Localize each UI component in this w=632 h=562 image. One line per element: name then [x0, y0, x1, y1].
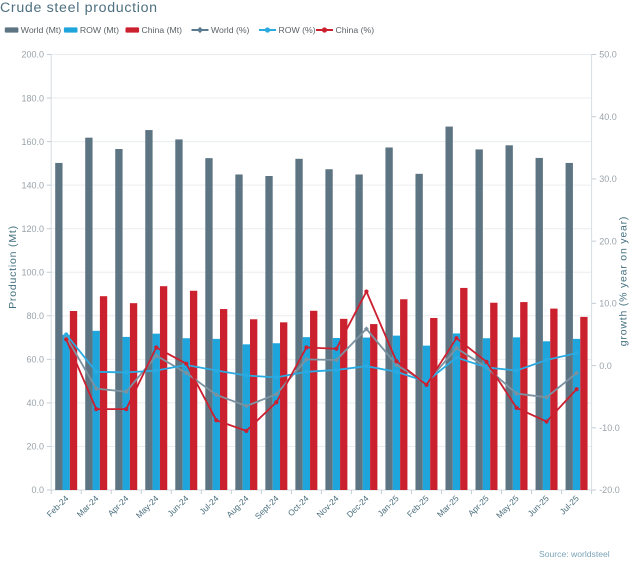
svg-text:100.0: 100.0 [21, 267, 44, 277]
svg-text:ROW (Mt): ROW (Mt) [80, 25, 119, 35]
svg-text:180.0: 180.0 [21, 93, 44, 103]
svg-text:Crude steel production: Crude steel production [0, 0, 158, 16]
svg-text:200.0: 200.0 [21, 50, 44, 60]
svg-text:Source: worldsteel: Source: worldsteel [539, 549, 610, 557]
svg-text:-20.0: -20.0 [599, 485, 620, 495]
svg-text:160.0: 160.0 [21, 137, 44, 147]
svg-text:Production (Mt): Production (Mt) [7, 225, 19, 309]
svg-text:ROW (%): ROW (%) [279, 25, 316, 35]
svg-text:20.0: 20.0 [26, 442, 44, 452]
svg-text:World (Mt): World (Mt) [21, 25, 61, 35]
svg-text:20.0: 20.0 [599, 236, 617, 246]
svg-text:0.0: 0.0 [599, 361, 612, 371]
svg-text:10.0: 10.0 [599, 299, 617, 309]
svg-text:60.0: 60.0 [26, 355, 44, 365]
svg-text:80.0: 80.0 [26, 311, 44, 321]
svg-text:40.0: 40.0 [599, 112, 617, 122]
svg-text:China (%): China (%) [336, 25, 375, 35]
svg-text:0.0: 0.0 [31, 485, 44, 495]
svg-text:World (%): World (%) [211, 25, 250, 35]
svg-text:30.0: 30.0 [599, 174, 617, 184]
svg-text:40.0: 40.0 [26, 398, 44, 408]
svg-text:50.0: 50.0 [599, 50, 617, 60]
svg-text:growth (% year on year): growth (% year on year) [618, 216, 630, 346]
svg-text:120.0: 120.0 [21, 224, 44, 234]
svg-text:140.0: 140.0 [21, 180, 44, 190]
svg-text:China (Mt): China (Mt) [142, 25, 183, 35]
svg-text:-10.0: -10.0 [599, 423, 620, 433]
